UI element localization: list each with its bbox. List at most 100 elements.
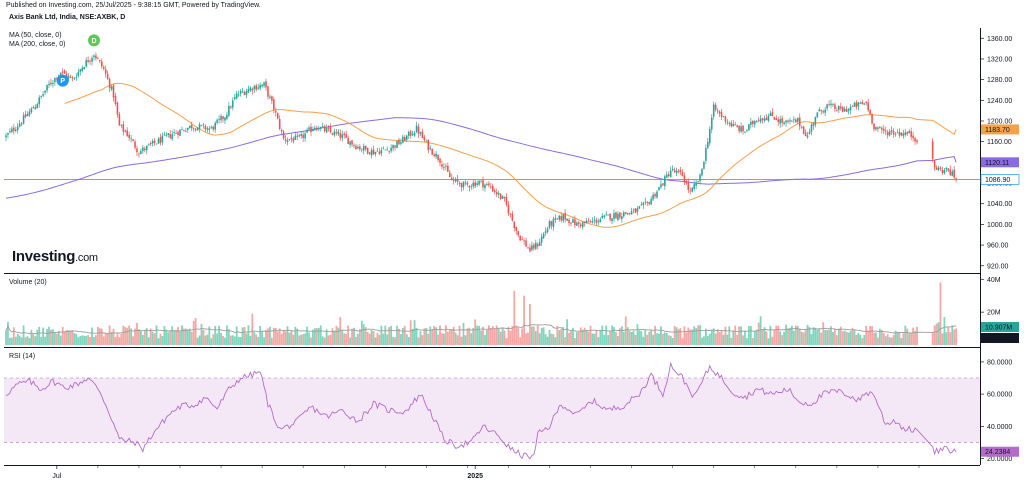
volume-bar xyxy=(622,331,625,345)
volume-bar xyxy=(73,333,76,345)
volume-bar xyxy=(708,333,711,345)
volume-bar xyxy=(100,328,103,345)
candle-body xyxy=(738,126,740,132)
candle-body xyxy=(781,118,783,123)
volume-bar xyxy=(646,334,649,345)
rsi-last-label-box xyxy=(981,446,1019,457)
volume-bar xyxy=(845,331,848,345)
candle-body xyxy=(362,146,365,151)
candle-body xyxy=(87,60,89,63)
volume-bar xyxy=(523,295,525,345)
volume-bar xyxy=(110,332,113,345)
candle-body xyxy=(671,168,674,171)
event-marker-p xyxy=(56,74,69,87)
volume-bar xyxy=(546,336,549,345)
candle-body xyxy=(613,213,615,220)
candle-body xyxy=(615,212,617,219)
candle-body xyxy=(814,117,817,125)
candle-body xyxy=(607,214,609,216)
volume-bar xyxy=(699,324,701,345)
volume-bar xyxy=(63,331,66,345)
candle-body xyxy=(824,109,826,113)
volume-bar xyxy=(867,330,870,345)
candle-body xyxy=(595,219,598,223)
candle-body xyxy=(462,181,465,188)
candle-body xyxy=(892,131,895,135)
candle-body xyxy=(709,129,711,144)
volume-bar xyxy=(183,328,185,345)
candle-body xyxy=(378,151,381,155)
volume-bar xyxy=(288,332,291,345)
candle-body xyxy=(855,102,858,108)
volume-bar xyxy=(480,330,482,345)
volume-bar xyxy=(280,333,283,345)
volume-bar xyxy=(880,330,883,345)
volume-bar xyxy=(814,327,817,345)
volume-panel-label: Volume (20) xyxy=(9,279,47,286)
candle-body xyxy=(38,97,41,105)
candle-body xyxy=(427,139,430,151)
volume-bar xyxy=(734,325,737,345)
volume-bar xyxy=(873,332,875,345)
volume-bar xyxy=(839,326,842,345)
candle-body xyxy=(949,169,952,175)
candle-body xyxy=(345,134,347,138)
candle-body xyxy=(593,219,596,221)
price-axis-tick-label: 1200.00 xyxy=(987,118,1012,125)
volume-bar xyxy=(703,336,705,345)
candle-body xyxy=(935,167,938,170)
price-axis-tick-label: 1360.00 xyxy=(987,36,1012,43)
volume-bar xyxy=(173,330,176,345)
investing-logo: Investing.com xyxy=(12,248,98,265)
volume-bar xyxy=(52,329,54,345)
candle-body xyxy=(667,174,670,177)
volume-bar xyxy=(562,327,565,345)
volume-bar xyxy=(652,334,655,345)
volume-bar xyxy=(722,334,725,345)
volume-axis-tick-label: 40M xyxy=(987,277,1001,284)
candle-body xyxy=(253,86,256,90)
candle-body xyxy=(894,134,897,135)
volume-bar xyxy=(10,337,13,345)
volume-bar xyxy=(624,316,627,345)
candle-body xyxy=(548,221,551,228)
candle-body xyxy=(800,127,803,129)
volume-bar xyxy=(800,331,803,345)
volume-bar xyxy=(503,330,506,345)
candle-body xyxy=(861,102,864,105)
volume-bar xyxy=(695,328,698,345)
candle-body xyxy=(685,181,688,184)
candle-body xyxy=(409,131,412,136)
volume-bar xyxy=(384,325,387,345)
volume-bar xyxy=(898,332,901,345)
volume-bar xyxy=(808,327,811,345)
volume-bar xyxy=(472,327,475,345)
ma200-line xyxy=(5,117,957,199)
volume-bar xyxy=(773,329,776,345)
volume-bar xyxy=(677,329,680,345)
volume-bar xyxy=(579,327,582,345)
volume-bar xyxy=(871,326,873,345)
chart-symbol-title: Axis Bank Ltd, India, NSE:AXBK, D xyxy=(9,14,126,21)
candle-body xyxy=(853,102,856,107)
candle-body xyxy=(945,167,948,170)
volume-bar xyxy=(398,328,400,345)
volume-bar xyxy=(534,331,537,345)
volume-bar xyxy=(912,327,915,345)
volume-bar xyxy=(18,335,21,345)
volume-bar xyxy=(587,331,590,345)
candle-body xyxy=(14,129,17,131)
candle-body xyxy=(48,83,50,86)
volume-bar xyxy=(200,323,203,345)
volume-bar xyxy=(345,333,348,345)
candle-body xyxy=(624,212,627,214)
candle-body xyxy=(847,108,850,111)
candle-body xyxy=(736,125,738,127)
volume-bar xyxy=(939,282,942,345)
volume-bar xyxy=(835,335,838,345)
volume-bar xyxy=(159,333,162,345)
volume-bar xyxy=(517,327,520,345)
candle-body xyxy=(22,115,25,124)
volume-bar xyxy=(163,326,166,345)
